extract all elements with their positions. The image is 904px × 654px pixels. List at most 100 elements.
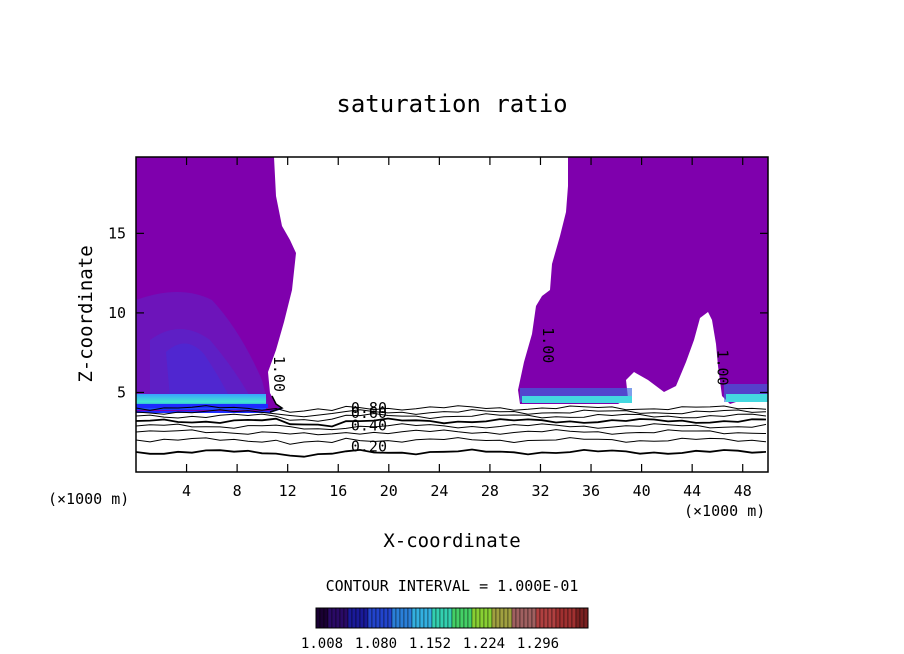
- colorbar-cell: [315, 607, 321, 629]
- colorbar-cell: [515, 607, 521, 629]
- colorbar-cell: [367, 607, 373, 629]
- colorbar-cell: [355, 607, 361, 629]
- colorbar-cell: [543, 607, 549, 629]
- y-axis: 5 10 15: [108, 224, 768, 401]
- colorbar-cell: [435, 607, 441, 629]
- colorbar-cell: [419, 607, 425, 629]
- contour-labels: 0.20 0.400.600.80 1.00 1.00 1.00: [270, 327, 732, 455]
- colorbar-cell: [319, 607, 325, 629]
- colorbar-cell: [327, 607, 333, 629]
- contour-line: [136, 405, 767, 413]
- colorbar-cell: [407, 607, 413, 629]
- x-unit-right: (×1000 m): [684, 502, 765, 520]
- colorbar-cell: [575, 607, 581, 629]
- colorbar-cell: [343, 607, 349, 629]
- colorbar-cell: [347, 607, 353, 629]
- colorbar-cell: [427, 607, 433, 629]
- colorbar-cell: [447, 607, 453, 629]
- x-tick-label: 16: [329, 482, 347, 500]
- colorbar-cell: [507, 607, 513, 629]
- colorbar-cell: [471, 607, 477, 629]
- x-tick-label: 28: [481, 482, 499, 500]
- colorbar-tick-label: 1.296: [517, 636, 559, 652]
- colorbar-frame: [315, 607, 589, 629]
- plot-area: [136, 157, 768, 458]
- y-axis-label: Z-coordinate: [75, 245, 97, 382]
- colorbar-cell: [487, 607, 493, 629]
- x-tick-label: 36: [582, 482, 600, 500]
- contour-line: [136, 412, 767, 422]
- colorbar-cell: [375, 607, 381, 629]
- colorbar-cell: [551, 607, 557, 629]
- contour-line: [136, 417, 767, 428]
- chart-title: saturation ratio: [336, 90, 567, 118]
- colorbar-cell: [459, 607, 465, 629]
- colorbar-cell: [383, 607, 389, 629]
- colorbar-tick-label: 1.224: [463, 636, 505, 652]
- band-right-base: [726, 394, 768, 402]
- contour-line: [136, 423, 767, 431]
- colorbar-cell: [351, 607, 357, 629]
- colorbar-cell: [571, 607, 577, 629]
- colorbar-cell: [579, 607, 585, 629]
- saturation-fill: [136, 157, 768, 413]
- colorbar-cell: [547, 607, 553, 629]
- colorbar-cell: [359, 607, 365, 629]
- x-tick-label: 44: [683, 482, 701, 500]
- colorbar-cell: [363, 607, 369, 629]
- colorbar-cell: [371, 607, 377, 629]
- x-tick-label: 4: [182, 482, 191, 500]
- contour-label: 0.20: [351, 437, 387, 455]
- colorbar-cell: [539, 607, 545, 629]
- colorbar-cell: [423, 607, 429, 629]
- colorbar-cell: [583, 607, 589, 629]
- colorbar-cell: [495, 607, 501, 629]
- plot-frame: [135, 156, 769, 473]
- colorbar: [315, 607, 589, 629]
- colorbar-cell: [439, 607, 445, 629]
- colorbar-cell: [479, 607, 485, 629]
- colorbar-cell: [499, 607, 505, 629]
- x-tick-label: 48: [734, 482, 752, 500]
- colorbar-cell: [395, 607, 401, 629]
- colorbar-cell: [531, 607, 537, 629]
- contour-line: [136, 429, 767, 436]
- x-axis-label: X-coordinate: [383, 530, 520, 552]
- x-tick-label: 20: [380, 482, 398, 500]
- y-tick-label: 10: [108, 304, 126, 322]
- colorbar-cell: [467, 607, 473, 629]
- contour-line: [136, 437, 767, 445]
- colorbar-cell: [415, 607, 421, 629]
- x-tick-label: 8: [233, 482, 242, 500]
- contour-label: 0.80: [351, 399, 387, 417]
- colorbar-cell: [523, 607, 529, 629]
- contour-label: 0.40: [351, 417, 387, 435]
- colorbar-cell: [443, 607, 449, 629]
- colorbar-tick-label: 1.080: [355, 636, 397, 652]
- colorbar-cell: [519, 607, 525, 629]
- shade-left-core: [166, 343, 230, 398]
- colorbar-cell: [527, 607, 533, 629]
- colorbar-cell: [455, 607, 461, 629]
- x-unit-left: (×1000 m): [48, 490, 129, 508]
- colorbar-cell: [451, 607, 457, 629]
- colorbar-tick-label: 1.008: [301, 636, 343, 652]
- colorbar-labels: 1.008 1.080 1.152 1.224 1.296: [301, 636, 559, 652]
- colorbar-cell: [503, 607, 509, 629]
- contour-label: 1.00: [270, 356, 288, 392]
- colorbar-cell: [399, 607, 405, 629]
- colorbar-cell: [475, 607, 481, 629]
- contour-lines: [136, 395, 767, 458]
- colorbar-cell: [535, 607, 541, 629]
- x-tick-label: 12: [279, 482, 297, 500]
- colorbar-cell: [491, 607, 497, 629]
- contour-label: 0.60: [351, 404, 387, 422]
- colorbar-cell: [555, 607, 561, 629]
- colorbar-cell: [567, 607, 573, 629]
- contour-1-left: [269, 395, 284, 413]
- band-mid-base: [522, 396, 632, 403]
- contour-label: 1.00: [713, 350, 731, 386]
- colorbar-cell: [335, 607, 341, 629]
- colorbar-cell: [483, 607, 489, 629]
